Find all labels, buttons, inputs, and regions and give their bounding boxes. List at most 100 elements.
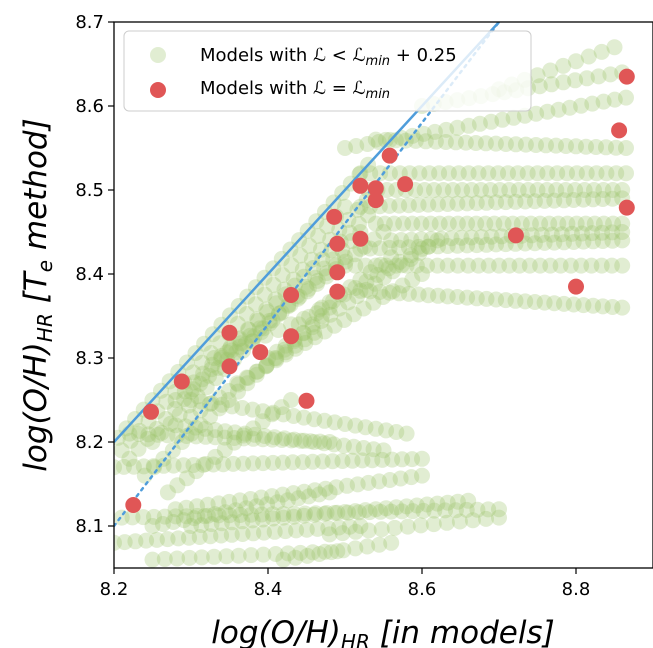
model-point [213, 527, 230, 544]
model-point [521, 257, 538, 274]
model-point [345, 306, 362, 323]
model-point [285, 271, 302, 288]
model-point [451, 513, 468, 530]
model-point [350, 504, 367, 521]
model-point [388, 499, 405, 516]
model-point [316, 260, 333, 277]
model-point [339, 477, 355, 494]
model-point [245, 430, 262, 447]
model-point [362, 283, 379, 300]
model-point [246, 426, 263, 443]
model-point [277, 523, 294, 540]
model-point [325, 251, 342, 268]
model-point [394, 503, 410, 520]
model-point [507, 136, 524, 153]
model-point [295, 324, 312, 341]
model-point [578, 165, 595, 182]
model-point [398, 425, 415, 442]
model-point [594, 233, 611, 249]
model-point [295, 409, 312, 426]
model-point [511, 257, 528, 274]
model-point [290, 316, 307, 333]
model-point [375, 289, 392, 305]
model-point [316, 435, 333, 452]
model-point [277, 346, 294, 363]
model-point [447, 502, 464, 519]
model-point [159, 427, 176, 444]
model-point [555, 57, 572, 74]
model-point [254, 413, 271, 430]
best-model-point [352, 177, 369, 194]
model-point [526, 235, 543, 252]
model-point [370, 134, 387, 150]
model-point [197, 456, 214, 472]
model-point [286, 505, 303, 522]
model-point [232, 507, 249, 523]
model-point [557, 182, 574, 198]
model-point [342, 279, 359, 296]
model-point [438, 514, 455, 531]
model-point [361, 504, 378, 521]
model-point [388, 424, 405, 440]
model-point [580, 48, 597, 65]
model-point [454, 182, 471, 198]
model-point [392, 470, 409, 487]
model-point [586, 215, 603, 232]
model-point [426, 123, 443, 140]
model-point [283, 257, 300, 274]
model-point [573, 97, 590, 114]
model-point [463, 182, 480, 198]
best-model-point [618, 199, 635, 216]
model-point [267, 350, 284, 366]
model-point [227, 502, 244, 519]
model-point [349, 201, 366, 218]
model-point [614, 232, 631, 249]
model-point [225, 455, 242, 472]
model-point [559, 215, 576, 232]
model-point [374, 451, 391, 468]
model-point [217, 423, 234, 440]
model-point [383, 249, 400, 266]
model-point [347, 417, 364, 434]
model-point [169, 550, 186, 567]
model-point [321, 299, 338, 316]
model-point [381, 165, 398, 182]
model-point [305, 260, 322, 276]
model-point [329, 543, 346, 560]
model-point [548, 182, 565, 198]
model-point [165, 514, 182, 530]
model-point [326, 317, 343, 334]
model-point [264, 488, 280, 505]
model-point [269, 494, 286, 511]
model-point [358, 273, 375, 290]
model-point [584, 95, 601, 112]
model-point [542, 257, 559, 274]
model-point [144, 551, 161, 568]
model-point [238, 306, 255, 322]
model-point [468, 290, 485, 307]
model-point [301, 308, 318, 325]
model-point [347, 523, 364, 540]
model-point [193, 517, 210, 534]
model-point [331, 300, 348, 317]
model-point [347, 280, 364, 296]
model-point [412, 517, 429, 534]
model-point [542, 62, 559, 79]
model-point [400, 239, 417, 256]
model-point [229, 375, 246, 392]
y-tick-label: 8.6 [75, 96, 104, 117]
model-point [186, 510, 203, 527]
model-point [206, 548, 223, 565]
model-point [194, 371, 211, 388]
model-point [248, 498, 265, 515]
model-point [458, 501, 475, 518]
model-point [195, 365, 212, 382]
model-point [383, 503, 400, 520]
model-point [334, 453, 351, 469]
model-point [273, 399, 290, 416]
model-point [536, 192, 553, 209]
model-point [236, 425, 253, 442]
model-point [478, 510, 494, 527]
model-point [391, 197, 408, 214]
model-point [391, 285, 408, 302]
